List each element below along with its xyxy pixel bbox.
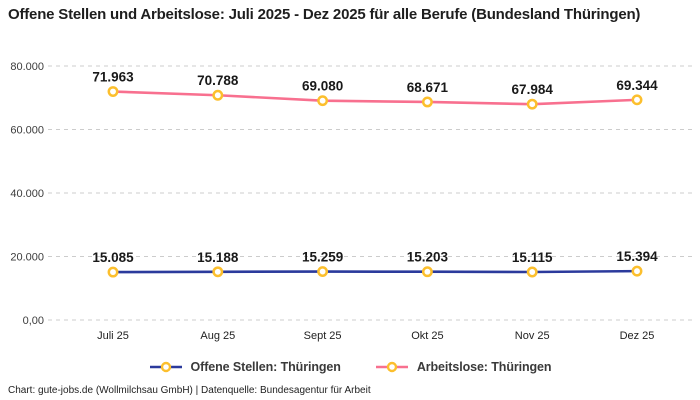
data-point-marker[interactable] bbox=[421, 266, 433, 278]
legend-swatch-offene-stellen-icon bbox=[149, 361, 182, 373]
data-point-marker[interactable] bbox=[526, 98, 538, 110]
y-axis-tick-label: 40.000 bbox=[10, 188, 44, 200]
data-point-marker[interactable] bbox=[317, 266, 329, 278]
data-point-marker[interactable] bbox=[526, 266, 538, 278]
attribution-text: Chart: gute-jobs.de (Wollmilchsau GmbH) … bbox=[8, 385, 371, 396]
y-axis-tick-label: 0,00 bbox=[23, 315, 44, 327]
data-point-label: 69.080 bbox=[302, 79, 343, 94]
legend-item-offene-stellen[interactable]: Offene Stellen: Thüringen bbox=[149, 360, 341, 374]
data-point-marker[interactable] bbox=[212, 89, 224, 101]
y-axis-tick-label: 20.000 bbox=[10, 252, 44, 264]
data-point-label: 71.963 bbox=[92, 70, 134, 85]
x-axis-tick-label: Nov 25 bbox=[515, 330, 550, 342]
data-point-label: 68.671 bbox=[407, 80, 449, 95]
legend-swatch-arbeitslose-icon bbox=[375, 361, 408, 373]
legend-item-arbeitslose[interactable]: Arbeitslose: Thüringen bbox=[375, 360, 552, 374]
y-axis-tick-label: 60.000 bbox=[10, 125, 44, 137]
data-point-label: 15.085 bbox=[92, 250, 134, 265]
data-point-marker[interactable] bbox=[421, 96, 433, 108]
y-axis-tick-label: 80.000 bbox=[10, 61, 44, 73]
data-point-label: 15.188 bbox=[197, 250, 239, 265]
x-axis-tick-label: Sept 25 bbox=[304, 330, 342, 342]
data-point-marker[interactable] bbox=[317, 95, 329, 107]
data-point-label: 67.984 bbox=[512, 82, 554, 97]
data-point-label: 69.344 bbox=[616, 78, 658, 93]
x-axis-tick-label: Okt 25 bbox=[411, 330, 443, 342]
legend-label-arbeitslose: Arbeitslose: Thüringen bbox=[416, 360, 552, 374]
data-point-marker[interactable] bbox=[631, 265, 643, 277]
data-point-marker[interactable] bbox=[107, 86, 119, 97]
data-point-label: 15.394 bbox=[616, 249, 658, 264]
data-point-label: 15.259 bbox=[302, 250, 343, 265]
data-point-label: 15.203 bbox=[407, 250, 449, 265]
data-point-marker[interactable] bbox=[107, 266, 119, 278]
page-title: Offene Stellen und Arbeitslose: Juli 202… bbox=[8, 6, 641, 23]
data-point-marker[interactable] bbox=[631, 94, 643, 106]
data-point-marker[interactable] bbox=[212, 266, 224, 278]
series-line bbox=[111, 90, 639, 106]
x-axis-tick-label: Aug 25 bbox=[200, 330, 235, 342]
data-point-label: 15.115 bbox=[512, 250, 553, 265]
chart-legend: Offene Stellen: Thüringen Arbeitslose: T… bbox=[0, 360, 700, 374]
x-axis-tick-label: Juli 25 bbox=[97, 330, 129, 342]
x-axis-tick-label: Dez 25 bbox=[620, 330, 655, 342]
series-line bbox=[111, 269, 639, 274]
legend-label-offene-stellen: Offene Stellen: Thüringen bbox=[190, 360, 341, 374]
data-point-label: 70.788 bbox=[197, 73, 239, 88]
